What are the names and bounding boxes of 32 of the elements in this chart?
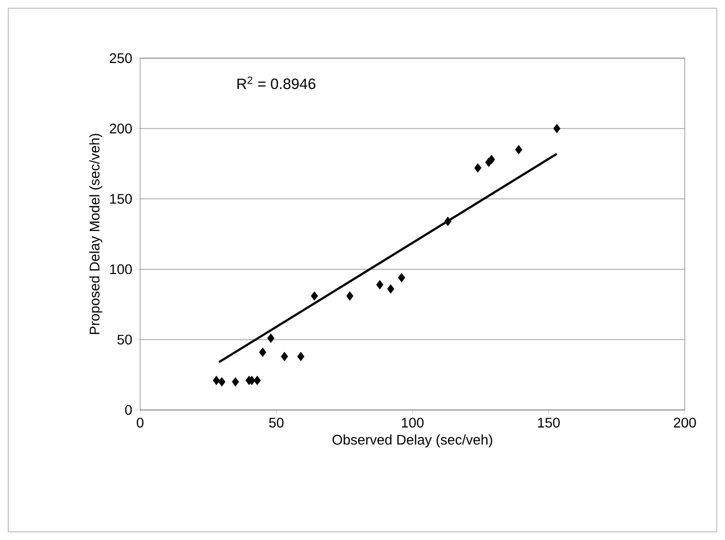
point xyxy=(376,280,384,290)
point xyxy=(267,333,274,343)
point xyxy=(218,377,226,386)
point xyxy=(212,376,220,386)
point xyxy=(254,376,261,386)
point xyxy=(488,154,496,164)
y-tick-label: 150 xyxy=(110,194,132,204)
point xyxy=(297,352,304,362)
y-tick-label: 250 xyxy=(110,53,132,64)
x-tick-label: 200 xyxy=(674,418,696,428)
y-tick-label: 200 xyxy=(110,124,132,134)
x-tick-label: 0 xyxy=(136,418,144,428)
point xyxy=(553,124,560,134)
point xyxy=(310,291,318,301)
y-tick-label: 0 xyxy=(125,404,132,415)
point xyxy=(280,352,288,362)
point xyxy=(444,216,452,226)
point xyxy=(346,291,354,301)
point xyxy=(232,377,240,386)
annotation: R$^{2}$ = 0.8946 xyxy=(237,76,316,90)
point xyxy=(398,272,406,282)
x-tick-label: 50 xyxy=(269,418,284,428)
point xyxy=(515,144,522,154)
y-axis-title: Proposed Delay Model (sec/veh) xyxy=(89,134,102,334)
point xyxy=(259,348,266,357)
y-tick-label: 100 xyxy=(110,264,132,274)
x-axis-title: Observed Delay (sec/veh) xyxy=(332,434,492,448)
point xyxy=(474,163,482,173)
x-tick-label: 100 xyxy=(402,418,424,428)
point xyxy=(387,284,394,294)
y-tick-label: 50 xyxy=(117,334,132,344)
x-tick-label: 150 xyxy=(538,418,560,428)
